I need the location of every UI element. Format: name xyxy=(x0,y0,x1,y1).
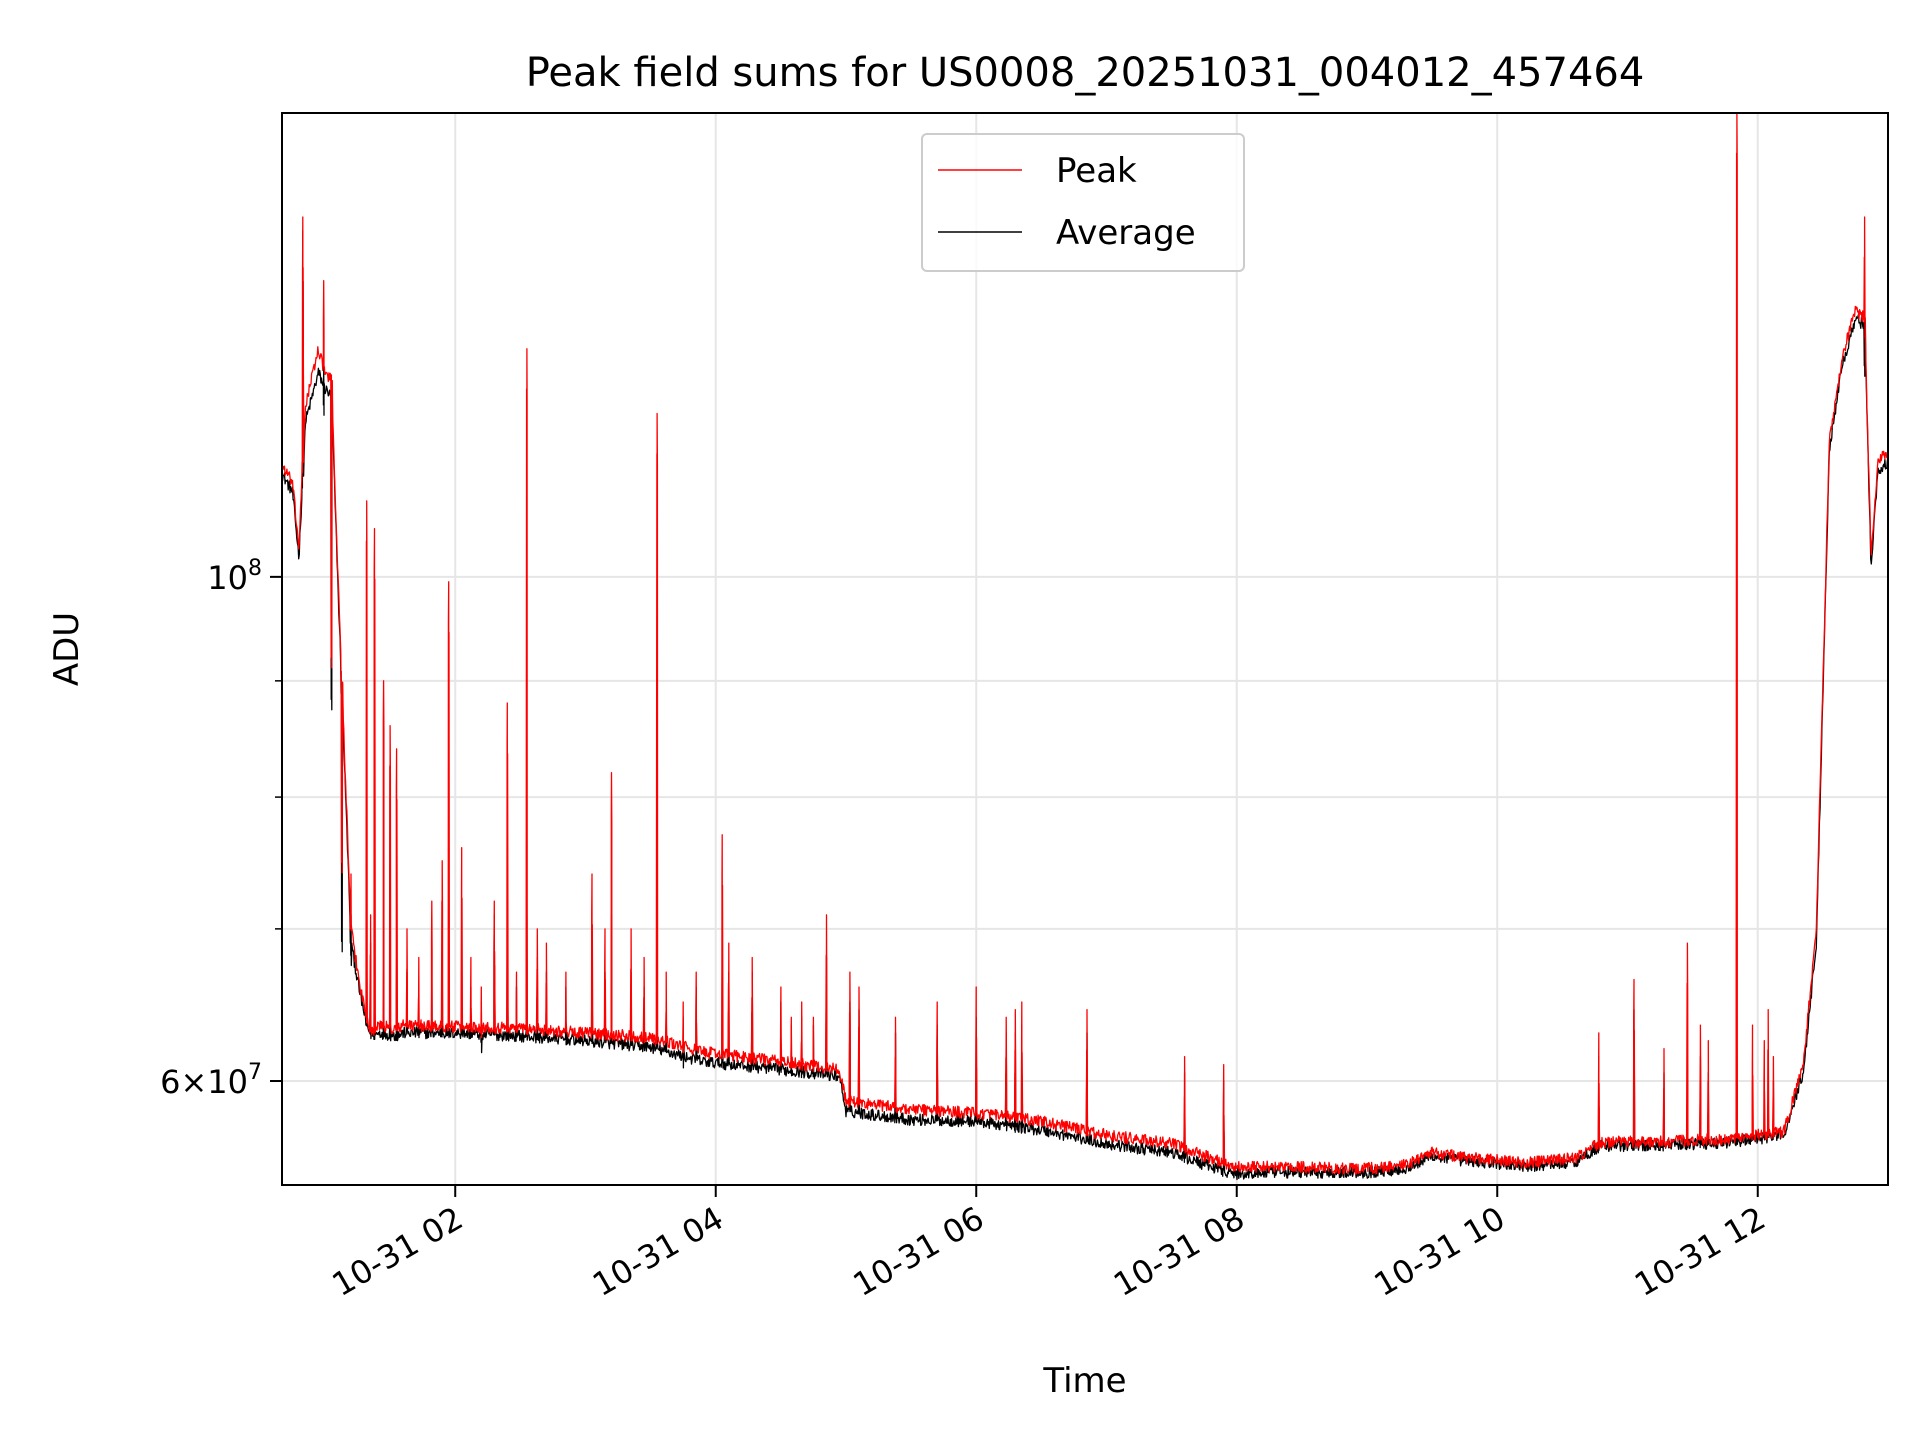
legend-peak-label: Peak xyxy=(1056,151,1137,191)
plot-frame xyxy=(281,112,1889,1186)
y-tick-label: 6×107 xyxy=(160,1060,262,1101)
legend: Peak Average xyxy=(921,133,1245,272)
chart-title: Peak field sums for US0008_20251031_0040… xyxy=(526,50,1645,96)
y-axis-label: ADU xyxy=(47,612,87,686)
series-line-peak xyxy=(282,113,1888,1175)
series-line-average xyxy=(282,230,1888,1181)
legend-average-label: Average xyxy=(1056,213,1196,253)
y-tick-label: 108 xyxy=(207,556,262,597)
x-axis-label: Time xyxy=(1042,1361,1126,1401)
series-layer xyxy=(282,113,1888,1181)
legend-frame xyxy=(921,133,1245,272)
grid xyxy=(282,113,1888,1185)
